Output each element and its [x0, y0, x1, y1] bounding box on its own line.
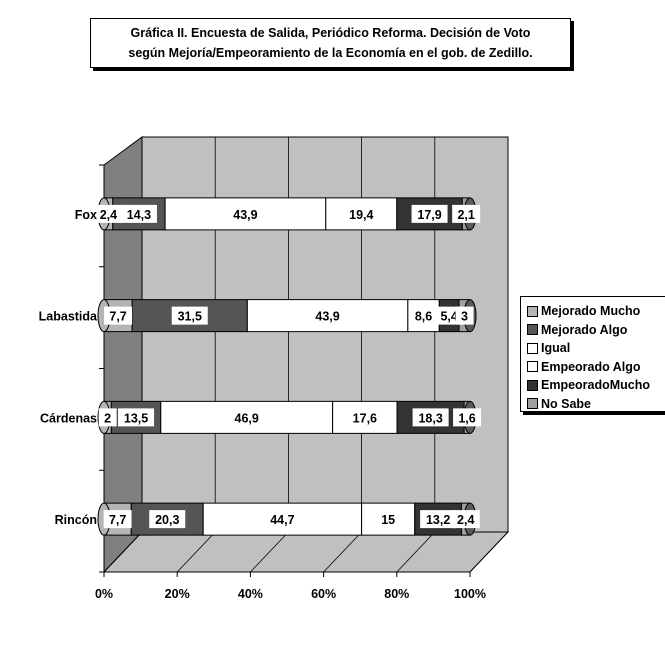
legend-label: Mejorado Mucho	[541, 304, 641, 319]
category-label: Cárdenas	[40, 411, 97, 425]
floor-gridline	[396, 531, 436, 573]
x-tick-label: 60%	[311, 587, 336, 601]
data-label-background	[104, 306, 133, 325]
data-label: 20,3	[155, 513, 179, 527]
chart-title-line-1: Gráfica II. Encuesta de Salida, Periódic…	[130, 26, 531, 40]
data-label: 44,7	[270, 513, 294, 527]
legend-item: Empeorado Algo	[527, 358, 665, 377]
data-label: 13,2	[426, 513, 450, 527]
floor-gridline	[250, 531, 289, 573]
data-label-background	[309, 306, 346, 325]
data-label: 13,5	[124, 411, 148, 425]
data-label-background	[103, 510, 132, 529]
data-label-background	[171, 306, 208, 325]
data-label-background	[227, 204, 264, 223]
legend-item: Mejorado Algo	[527, 321, 665, 340]
data-label: 7,7	[109, 513, 126, 527]
data-label: 2,4	[100, 208, 117, 222]
x-tick-label: 20%	[165, 587, 190, 601]
data-label: 1,6	[458, 411, 475, 425]
legend-swatch	[527, 342, 538, 354]
data-label: 43,9	[233, 208, 257, 222]
legend-swatch	[527, 379, 538, 391]
data-label-background	[118, 408, 155, 427]
data-label-background	[451, 510, 480, 529]
legend-label: EmpeoradoMucho	[541, 378, 651, 393]
x-tick-label: 100%	[454, 587, 486, 601]
data-label-background	[452, 204, 481, 223]
legend-label: No Sabe	[541, 396, 592, 411]
data-label: 31,5	[178, 310, 202, 324]
data-label: 2	[104, 411, 111, 425]
data-label: 14,3	[127, 208, 151, 222]
data-label-background	[120, 204, 157, 223]
data-label: 15	[381, 513, 395, 527]
data-label: 2,1	[457, 208, 474, 222]
data-label-background	[412, 408, 449, 427]
legend-swatch	[527, 361, 538, 373]
data-label-background	[409, 306, 438, 325]
data-label: 46,9	[235, 411, 259, 425]
legend-swatch	[527, 324, 538, 336]
legend-item: EmpeoradoMucho	[527, 376, 665, 395]
category-label: Labastida	[39, 310, 98, 324]
category-label: Rincón	[55, 513, 97, 527]
legend-item: Igual	[527, 339, 665, 358]
data-label-background	[264, 510, 301, 529]
bar-segment	[325, 197, 398, 231]
legend-swatch	[527, 398, 538, 410]
data-label-background	[94, 204, 123, 223]
data-label: 43,9	[315, 310, 339, 324]
legend-item: Mejorado Mucho	[527, 302, 665, 321]
data-label-background	[378, 510, 399, 529]
floor	[102, 531, 510, 573]
data-label-background	[346, 408, 383, 427]
category-label: Fox	[75, 208, 97, 222]
data-label-background	[343, 204, 380, 223]
floor-gridline	[323, 531, 362, 573]
floor-gridline	[103, 531, 143, 573]
data-label-background	[98, 408, 117, 427]
legend-label: Empeorado Algo	[541, 359, 641, 374]
data-label: 18,3	[418, 411, 442, 425]
data-label: 7,7	[109, 310, 126, 324]
floor-gridline	[469, 531, 509, 573]
data-label-background	[420, 510, 457, 529]
data-label-background	[228, 408, 265, 427]
data-label: 2,4	[457, 513, 474, 527]
legend-swatch	[527, 305, 538, 317]
data-label-background	[411, 204, 448, 223]
floor-gridline	[176, 531, 216, 573]
data-label-background	[149, 510, 186, 529]
chart-title: Gráfica II. Encuesta de Salida, Periódic…	[90, 18, 571, 68]
data-label-background	[453, 408, 482, 427]
data-label: 17,6	[353, 411, 377, 425]
data-label: 5,4	[440, 310, 457, 324]
data-label-background	[455, 306, 474, 325]
x-tick-label: 0%	[95, 587, 113, 601]
data-label: 3	[461, 310, 468, 324]
chart-title-line-2: según Mejoría/Empeoramiento de la Econom…	[128, 46, 533, 60]
data-label: 8,6	[415, 310, 432, 324]
legend-label: Igual	[541, 341, 571, 356]
data-label: 19,4	[349, 208, 373, 222]
x-tick-label: 40%	[238, 587, 263, 601]
chart-legend: Mejorado Mucho Mejorado Algo Igual Empeorad…	[520, 296, 665, 412]
data-label: 17,9	[417, 208, 441, 222]
legend-label: Mejorado Algo	[541, 322, 628, 337]
x-tick-label: 80%	[384, 587, 409, 601]
legend-item: No Sabe	[527, 395, 665, 414]
back-wall	[141, 136, 509, 533]
